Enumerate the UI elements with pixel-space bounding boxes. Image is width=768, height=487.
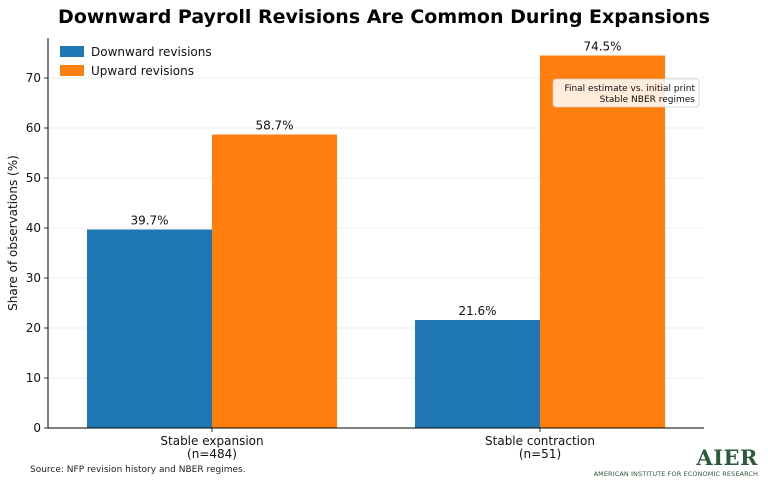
y-tick-label: 10: [26, 371, 41, 385]
bar-value-label: 21.6%: [458, 304, 496, 318]
annotation-frame: [552, 78, 700, 108]
bars: [87, 55, 665, 428]
aier-logo: AIER AMERICAN INSTITUTE FOR ECONOMIC RES…: [593, 445, 758, 479]
y-tick-label: 60: [26, 121, 41, 135]
source-note: Source: NFP revision history and NBER re…: [30, 465, 246, 475]
bar: [540, 55, 665, 428]
x-tick-label: (n=484): [187, 447, 237, 461]
bar: [415, 320, 540, 428]
y-tick-label: 70: [26, 71, 41, 85]
y-tick-label: 20: [26, 321, 41, 335]
bar-value-label: 74.5%: [583, 40, 621, 54]
legend: Downward revisions Upward revisions: [60, 45, 212, 78]
x-tick-label: Stable contraction: [485, 434, 595, 448]
bar: [87, 229, 212, 428]
legend-swatch: [60, 65, 84, 76]
annotation-text: Final estimate vs. initial print: [564, 84, 695, 94]
x-tick-label: (n=51): [519, 447, 561, 461]
y-tick-label: 50: [26, 171, 41, 185]
data-labels: 39.7% 58.7% 21.6% 74.5%: [130, 40, 621, 319]
legend-label: Upward revisions: [91, 64, 194, 78]
chart-title: Downward Payroll Revisions Are Common Du…: [58, 6, 710, 28]
bar: [212, 134, 337, 428]
bar-value-label: 39.7%: [130, 214, 168, 228]
legend-swatch: [60, 46, 84, 57]
y-tick-label: 30: [26, 271, 41, 285]
legend-label: Downward revisions: [91, 45, 212, 59]
y-tick-label: 0: [33, 421, 41, 435]
x-tick-label: Stable expansion: [160, 434, 263, 448]
bar-value-label: 58.7%: [255, 119, 293, 133]
axes: 0 10 20 30 40 50 60 70 Stable expansion(n=484) St…: [6, 38, 704, 461]
y-tick-label: 40: [26, 221, 41, 235]
logo-mark: AIER: [696, 445, 758, 470]
annotation-text: Stable NBER regimes: [600, 95, 696, 105]
y-axis-label: Share of observations (%): [6, 155, 20, 311]
logo-subtitle: AMERICAN INSTITUTE FOR ECONOMIC RESEARCH: [593, 470, 758, 478]
